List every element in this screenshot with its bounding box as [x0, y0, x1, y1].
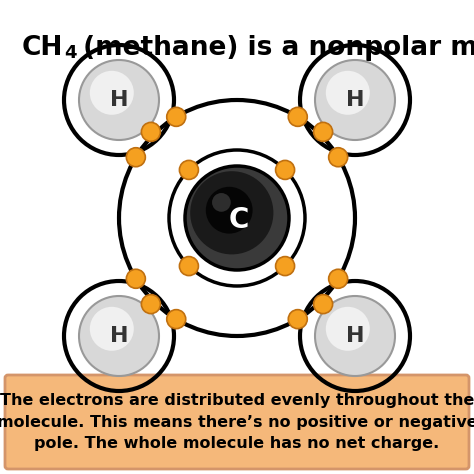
Circle shape: [326, 71, 370, 115]
Circle shape: [180, 160, 199, 180]
Circle shape: [275, 256, 294, 275]
Circle shape: [180, 256, 199, 275]
Text: C: C: [229, 206, 249, 234]
Circle shape: [328, 269, 347, 288]
Circle shape: [315, 60, 395, 140]
Circle shape: [79, 60, 159, 140]
Circle shape: [141, 122, 160, 141]
Text: The electrons are distributed evenly throughout the
molecule. This means there’s: The electrons are distributed evenly thr…: [0, 393, 474, 451]
Text: CH: CH: [22, 35, 64, 61]
Circle shape: [275, 160, 294, 180]
Circle shape: [127, 148, 146, 167]
Text: (methane) is a nonpolar molecule.: (methane) is a nonpolar molecule.: [74, 35, 474, 61]
Circle shape: [212, 193, 231, 212]
Text: H: H: [110, 326, 128, 346]
Circle shape: [328, 148, 347, 167]
Circle shape: [314, 122, 333, 141]
Circle shape: [127, 269, 146, 288]
Circle shape: [167, 310, 186, 328]
Circle shape: [206, 187, 253, 234]
FancyBboxPatch shape: [5, 375, 469, 469]
Circle shape: [326, 307, 370, 351]
Circle shape: [288, 310, 307, 328]
Text: H: H: [110, 90, 128, 110]
Text: H: H: [346, 90, 364, 110]
Circle shape: [288, 107, 307, 127]
Circle shape: [167, 107, 186, 127]
Circle shape: [90, 71, 134, 115]
Text: 4: 4: [64, 44, 76, 62]
Circle shape: [190, 171, 273, 255]
Circle shape: [90, 307, 134, 351]
Circle shape: [185, 166, 289, 270]
Text: H: H: [346, 326, 364, 346]
Circle shape: [141, 295, 160, 314]
Circle shape: [314, 295, 333, 314]
Circle shape: [79, 296, 159, 376]
Circle shape: [315, 296, 395, 376]
